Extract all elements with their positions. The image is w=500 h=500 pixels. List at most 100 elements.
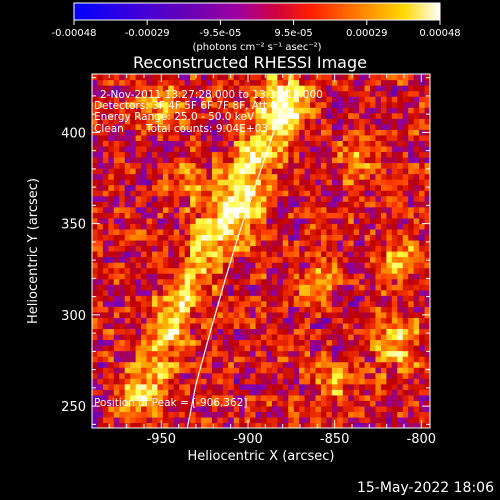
heatmap-cell xyxy=(146,311,153,318)
heatmap-cell xyxy=(222,394,229,401)
heatmap-cell xyxy=(157,278,164,285)
heatmap-cell xyxy=(402,245,409,252)
heatmap-cell xyxy=(326,256,333,263)
heatmap-cell xyxy=(419,156,426,164)
heatmap-cell xyxy=(162,405,169,413)
heatmap-cell xyxy=(326,101,333,108)
heatmap-cell xyxy=(331,394,338,401)
heatmap-cell xyxy=(348,96,355,103)
heatmap-cell xyxy=(271,184,278,191)
heatmap-cell xyxy=(141,145,148,153)
heatmap-cell xyxy=(157,422,164,428)
heatmap-cell xyxy=(222,145,229,153)
heatmap-cell xyxy=(391,273,398,280)
heatmap-cell xyxy=(113,361,120,368)
heatmap-cell xyxy=(190,228,197,236)
heatmap-cell xyxy=(195,273,202,280)
heatmap-cell xyxy=(293,90,300,97)
heatmap-cell xyxy=(211,112,218,119)
heatmap-cell xyxy=(168,356,175,363)
heatmap-cell xyxy=(266,90,273,97)
heatmap-cell xyxy=(348,295,355,302)
heatmap-cell xyxy=(130,134,137,141)
heatmap-cell xyxy=(141,112,148,119)
heatmap-cell xyxy=(141,284,148,291)
heatmap-cell xyxy=(288,350,295,357)
heatmap-cell xyxy=(359,74,366,81)
heatmap-cell xyxy=(299,422,306,428)
heatmap-cell xyxy=(261,306,268,313)
heatmap-cell xyxy=(391,317,398,324)
heatmap-cell xyxy=(293,245,300,252)
heatmap-cell xyxy=(255,206,262,213)
heatmap-cell xyxy=(102,300,109,307)
heatmap-cell xyxy=(250,328,257,335)
heatmap-cell xyxy=(293,311,300,318)
heatmap-cell xyxy=(408,101,415,108)
heatmap-cell xyxy=(419,289,426,296)
heatmap-cell xyxy=(250,195,257,202)
heatmap-cell xyxy=(233,212,240,219)
heatmap-cell xyxy=(201,179,208,186)
heatmap-cell xyxy=(261,85,268,92)
heatmap-cell xyxy=(326,234,333,241)
heatmap-cell xyxy=(271,145,278,153)
heatmap-cell xyxy=(320,212,328,219)
heatmap-cell xyxy=(337,173,344,180)
heatmap-cell xyxy=(233,129,240,136)
heatmap-cell xyxy=(299,289,306,296)
heatmap-cell xyxy=(402,234,409,241)
heatmap-cell xyxy=(261,361,268,368)
heatmap-cell xyxy=(92,123,99,130)
heatmap-cell xyxy=(250,372,257,379)
heatmap-cell xyxy=(386,251,393,258)
heatmap-cell xyxy=(370,251,377,258)
heatmap-cell xyxy=(151,228,159,236)
heatmap-cell xyxy=(277,350,284,357)
heatmap-cell xyxy=(157,168,164,175)
heatmap-cell xyxy=(130,168,137,175)
heatmap-cell xyxy=(419,300,426,307)
heatmap-cell xyxy=(250,306,257,313)
heatmap-cell xyxy=(419,206,426,213)
heatmap-cell xyxy=(135,295,142,302)
heatmap-cell xyxy=(97,90,104,97)
heatmap-cell xyxy=(299,206,306,213)
heatmap-cell xyxy=(320,234,328,241)
heatmap-cell xyxy=(222,306,229,313)
heatmap-cell xyxy=(222,251,229,258)
heatmap-cell xyxy=(239,295,246,302)
heatmap-cell xyxy=(288,112,295,119)
heatmap-cell xyxy=(261,228,268,236)
heatmap-cell xyxy=(304,389,311,396)
y-tick-label: 350 xyxy=(61,218,86,233)
heatmap-cell xyxy=(151,107,159,114)
heatmap-cell xyxy=(102,317,109,324)
heatmap-cell xyxy=(217,162,224,169)
heatmap-cell xyxy=(146,317,153,324)
heatmap-cell xyxy=(315,256,322,263)
heatmap-cell xyxy=(173,129,180,136)
heatmap-cell xyxy=(315,129,322,136)
heatmap-cell xyxy=(190,129,197,136)
heatmap-cell xyxy=(250,239,257,247)
heatmap-cell xyxy=(190,179,197,186)
heatmap-cell xyxy=(359,333,366,341)
heatmap-cell xyxy=(271,317,278,324)
heatmap-cell xyxy=(168,96,175,103)
heatmap-cell xyxy=(130,145,137,153)
heatmap-cell xyxy=(419,118,426,125)
heatmap-cell xyxy=(315,356,322,363)
heatmap-cell xyxy=(141,101,148,108)
y-tick-label: 400 xyxy=(61,126,86,141)
heatmap-cell xyxy=(130,306,137,313)
heatmap-cell xyxy=(173,345,180,352)
heatmap-cell xyxy=(342,389,349,396)
heatmap-cell xyxy=(402,90,409,97)
heatmap-cell xyxy=(211,378,218,385)
heatmap-cell xyxy=(359,201,366,208)
heatmap-cell xyxy=(151,184,159,191)
heatmap-cell xyxy=(364,234,371,241)
heatmap-cell xyxy=(277,345,284,352)
heatmap-cell xyxy=(222,195,229,202)
